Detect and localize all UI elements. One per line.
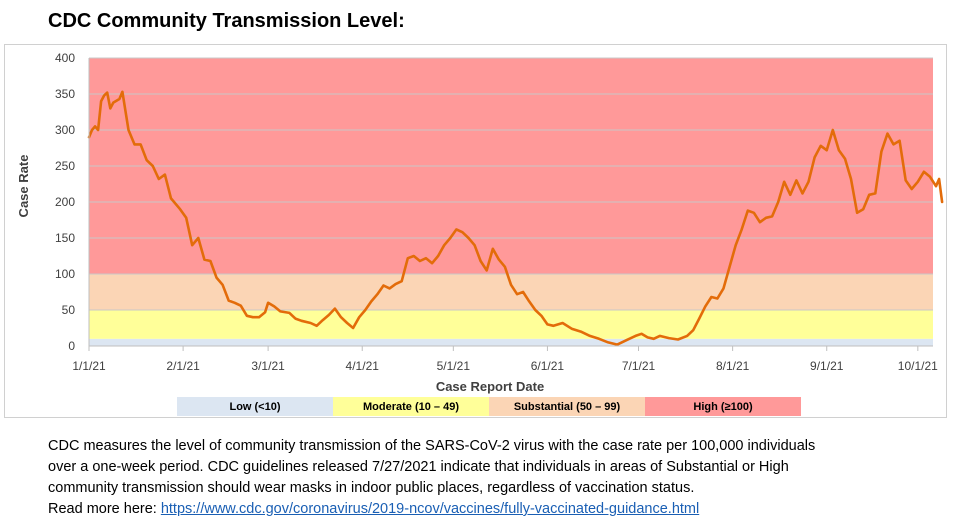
band-0 <box>89 338 933 346</box>
y-tick-label: 300 <box>55 123 75 137</box>
x-tick-label: 8/1/21 <box>716 359 750 373</box>
x-tick-label: 9/1/21 <box>810 359 844 373</box>
y-tick-label: 350 <box>55 87 75 101</box>
y-axis-label: Case Rate <box>16 155 31 218</box>
y-tick-label: 100 <box>55 267 75 281</box>
y-tick-label: 150 <box>55 231 75 245</box>
description: CDC measures the level of community tran… <box>48 436 928 520</box>
y-tick-label: 50 <box>62 303 76 317</box>
legend-item: Low (<10) <box>177 397 333 416</box>
x-tick-label: 2/1/21 <box>166 359 200 373</box>
legend-item: High (≥100) <box>645 397 801 416</box>
description-line: over a one-week period. CDC guidelines r… <box>48 459 789 475</box>
band-1 <box>89 310 933 339</box>
cdc-guidance-link[interactable]: https://www.cdc.gov/coronavirus/2019-nco… <box>160 501 700 517</box>
read-more-prefix: Read more here: <box>48 501 161 517</box>
x-tick-label: 1/1/21 <box>72 359 106 373</box>
x-tick-label: 4/1/21 <box>346 359 380 373</box>
x-tick-label: 7/1/21 <box>622 359 656 373</box>
y-tick-label: 200 <box>55 195 75 209</box>
x-tick-label: 5/1/21 <box>437 359 471 373</box>
y-tick-label: 0 <box>68 339 75 353</box>
axes: 0 50 100 150 200 250 300 350 400 1/1/21 2/1/21 3/1/… <box>55 51 938 373</box>
x-tick-label: 3/1/21 <box>251 359 285 373</box>
page-title: CDC Community Transmission Level: <box>48 10 405 32</box>
chart-frame <box>4 44 947 418</box>
legend-item: Substantial (50 – 99) <box>489 397 645 416</box>
read-more: Read more here: https://www.cdc.gov/coro… <box>48 499 928 520</box>
band-2 <box>89 274 933 310</box>
case-rate-series <box>87 90 944 346</box>
legend: Low (<10) Moderate (10 – 49) Substantial (… <box>177 397 801 416</box>
description-line: CDC measures the level of community tran… <box>48 438 816 454</box>
description-line: community transmission should wear masks… <box>48 480 695 496</box>
series-line-0 <box>87 90 944 346</box>
x-axis-label: Case Report Date <box>436 379 544 394</box>
y-tick-label: 400 <box>55 51 75 65</box>
y-tick-label: 250 <box>55 159 75 173</box>
legend-item: Moderate (10 – 49) <box>333 397 489 416</box>
x-tick-label: 6/1/21 <box>531 359 565 373</box>
x-tick-label: 10/1/21 <box>898 359 938 373</box>
